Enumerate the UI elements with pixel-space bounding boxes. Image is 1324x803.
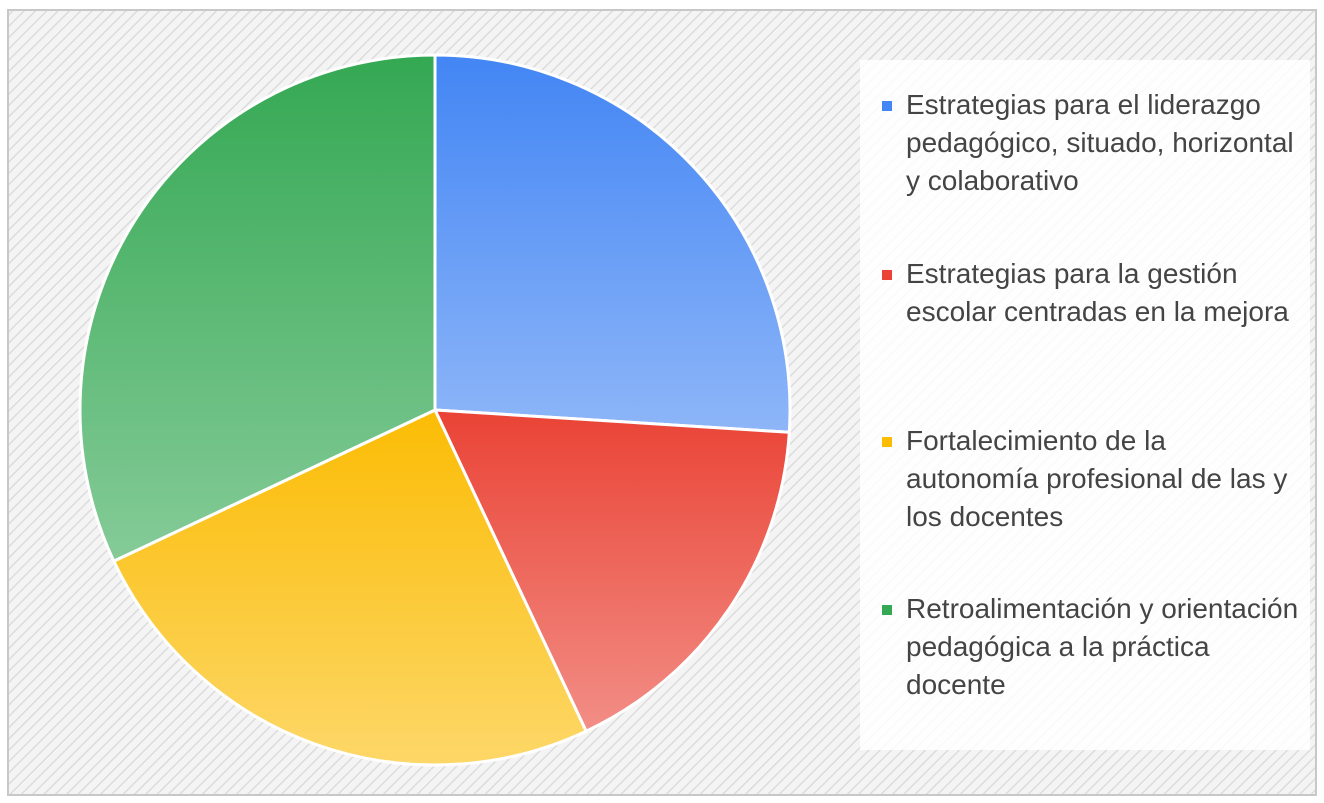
- legend-swatch: [882, 101, 892, 111]
- legend-item: Estrategias para la gestión escolar cent…: [882, 255, 1302, 331]
- legend-item: Retroalimentación y orientación pedagógi…: [882, 590, 1302, 704]
- legend-item: Estrategias para el liderazgo pedagógico…: [882, 86, 1302, 200]
- legend-label: Fortalecimiento de la autonomía profesio…: [906, 425, 1288, 532]
- pie-slice: [433, 53, 792, 434]
- pie-slice: [432, 408, 791, 734]
- legend-label: Estrategias para el liderazgo pedagógico…: [906, 89, 1294, 196]
- legend-swatch: [882, 605, 892, 615]
- pie-slice: [78, 53, 437, 564]
- pie: [78, 53, 792, 767]
- legend-swatch: [882, 270, 892, 280]
- pie-slice: [111, 408, 589, 767]
- legend-swatch: [882, 437, 892, 447]
- legend-item: Fortalecimiento de la autonomía profesio…: [882, 422, 1302, 536]
- legend-label: Estrategias para la gestión escolar cent…: [906, 258, 1289, 327]
- legend-label: Retroalimentación y orientación pedagógi…: [906, 593, 1299, 700]
- legend: Estrategias para el liderazgo pedagógico…: [860, 60, 1310, 750]
